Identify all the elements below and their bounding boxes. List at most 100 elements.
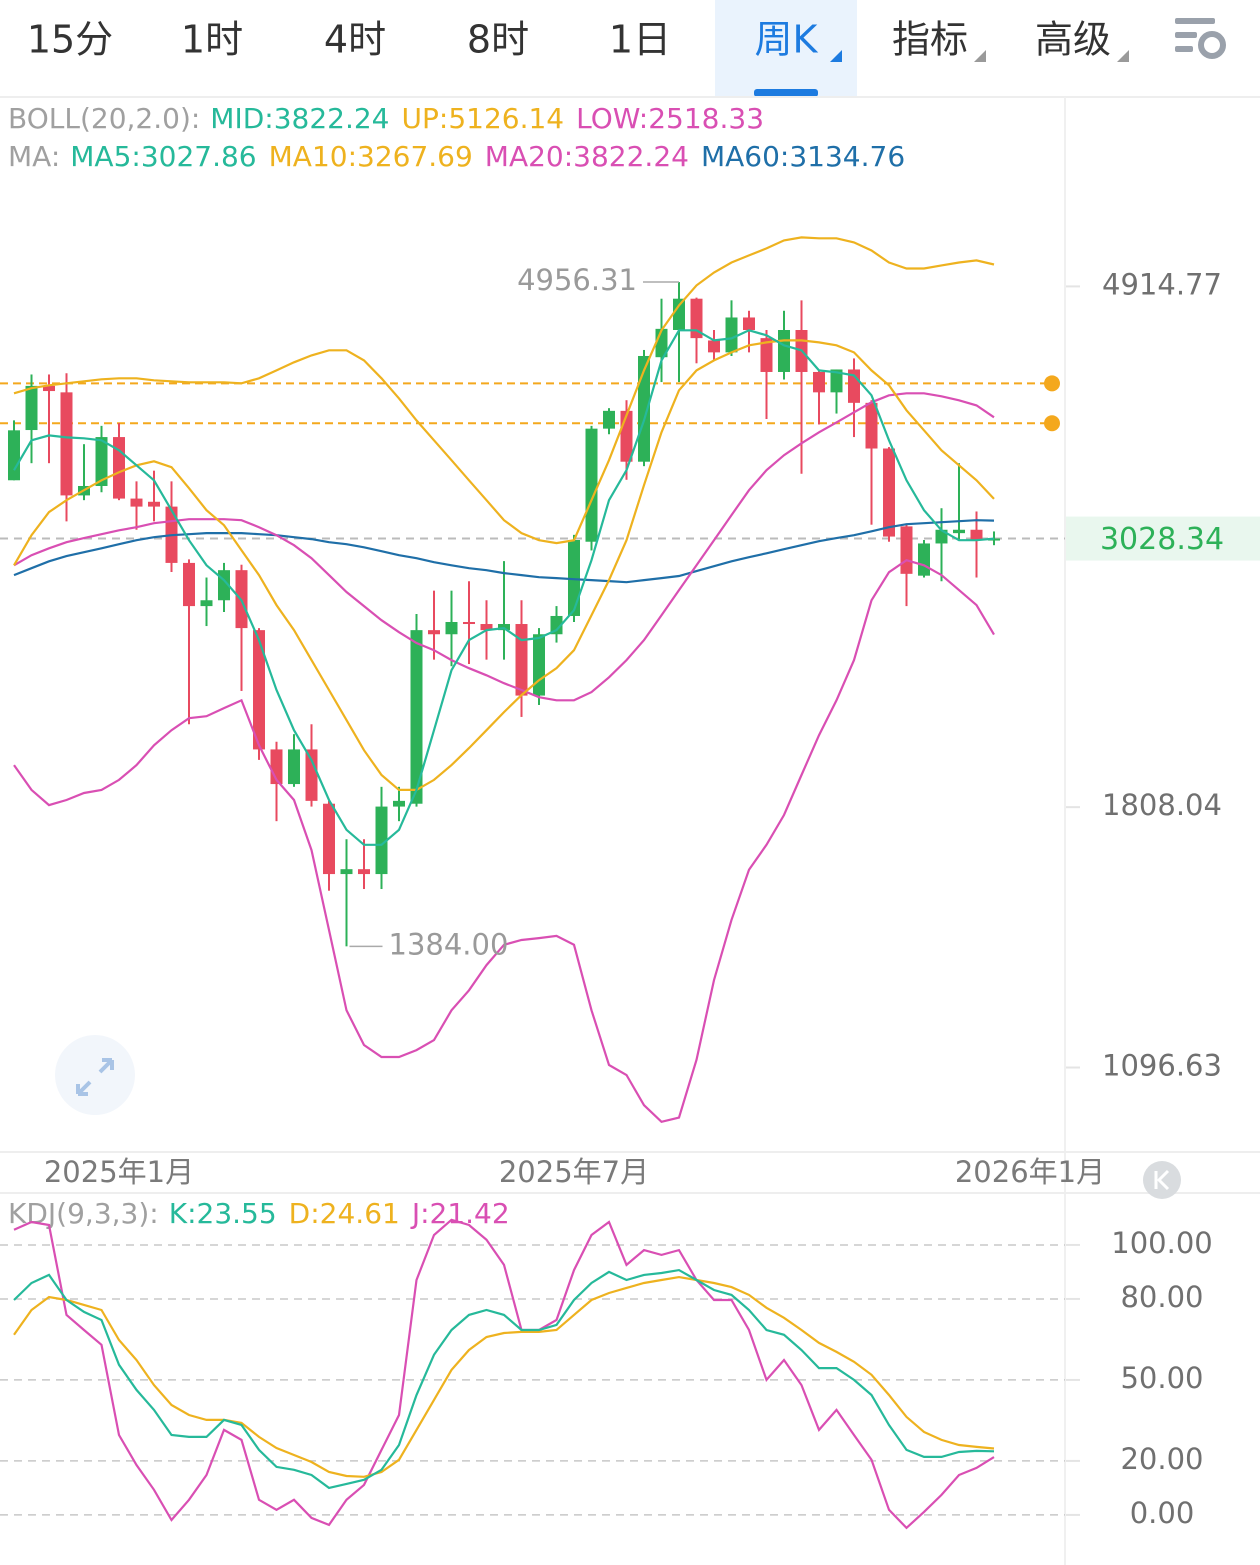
legend-item: MA60:3134.76 (701, 140, 905, 173)
candle-body (393, 800, 405, 807)
tab[interactable]: 周K (715, 0, 857, 97)
kdj-line (13, 1275, 995, 1478)
legend-label: MA: (8, 140, 60, 173)
last-price-bg (1066, 516, 1260, 561)
tab-indicator (754, 89, 818, 97)
candle-body (113, 437, 125, 499)
tab-label: 指标 (892, 18, 968, 62)
price-line-handle (1044, 415, 1060, 432)
candle-body (8, 430, 20, 481)
candle-body (690, 298, 703, 339)
candle-body (305, 749, 318, 801)
icon-bar (1175, 18, 1215, 24)
dropdown-arrow (974, 50, 986, 62)
tab-label: 周K (755, 18, 819, 62)
candle-body (708, 340, 720, 353)
y-tick-label: 50.00 (1120, 1361, 1203, 1395)
candle-body (130, 498, 143, 507)
dropdown-arrow (830, 50, 842, 62)
tab-bar: 15分 1时 4时 8时 1日 周K 指标 高级 (27, 0, 1129, 97)
plot: BOLL(20,2.0): MID:3822.24 UP:5126.14 LOW:25… (0, 102, 1260, 1530)
tab[interactable]: 15分 (27, 18, 113, 62)
candle-body (865, 402, 878, 449)
candle-body (883, 448, 895, 537)
candle-body (60, 392, 73, 496)
tab[interactable]: 1日 (609, 18, 671, 62)
candle-body (463, 621, 475, 625)
tab-label: 1时 (181, 18, 243, 62)
candle-body (778, 330, 790, 372)
candle-body (200, 600, 213, 607)
candle-body (445, 621, 458, 635)
y-tick-label: 100.00 (1111, 1226, 1212, 1260)
tab[interactable]: 1时 (181, 18, 243, 62)
candle-body (358, 869, 370, 875)
indicator-line (13, 519, 995, 584)
candle-body (743, 317, 755, 331)
candle-body (585, 428, 598, 542)
tab-active-bg (715, 0, 857, 96)
y-tick-label: 20.00 (1120, 1442, 1203, 1476)
candle-body (375, 806, 388, 875)
x-tick-label: 2026年1月 (955, 1155, 1105, 1189)
back-button[interactable] (1143, 1161, 1181, 1199)
indicator-line (13, 329, 995, 846)
candle-body (515, 624, 528, 696)
candle-body (25, 385, 38, 431)
icon-bar (1175, 46, 1193, 52)
kdj-line (13, 1268, 995, 1490)
candle-body (340, 869, 353, 875)
candle-body (323, 803, 335, 875)
icon-bar (1175, 32, 1197, 38)
tab[interactable]: 8时 (467, 18, 529, 62)
last-price-label: 3028.34 (1100, 522, 1224, 557)
candle-body (620, 410, 633, 462)
tab[interactable]: 4时 (324, 18, 386, 62)
button-bg (55, 1035, 135, 1115)
candle-body (638, 355, 650, 462)
candle-body (568, 539, 580, 616)
tab-label: 15分 (27, 18, 113, 62)
candle-body (428, 630, 440, 635)
x-tick-label: 2025年1月 (44, 1155, 194, 1189)
candle-body (183, 562, 195, 607)
candle-body (550, 615, 563, 635)
kdj-line (13, 1218, 995, 1530)
button-bg (1143, 1161, 1181, 1199)
candle-body (953, 529, 965, 534)
legend-item: J:21.42 (410, 1197, 510, 1230)
legend-item: UP:5126.14 (402, 102, 565, 135)
candle-body (533, 634, 545, 696)
candle-body (288, 749, 300, 785)
y-tick-label: 80.00 (1120, 1280, 1203, 1314)
price-line-handle (1044, 375, 1060, 392)
tab-label: 高级 (1035, 18, 1111, 62)
expand-button[interactable] (55, 1035, 135, 1115)
candle-body (830, 369, 843, 393)
tab-label: 4时 (324, 18, 386, 62)
tab[interactable]: 高级 (1035, 18, 1129, 63)
indicator-line (13, 558, 995, 1124)
x-tick-label: 2025年7月 (499, 1155, 649, 1189)
settings-icon[interactable] (1175, 18, 1226, 59)
candle-body (43, 385, 55, 392)
candle-body (410, 630, 423, 804)
legend-item: D:24.61 (289, 1197, 400, 1230)
y-tick-label: 1808.04 (1102, 788, 1222, 822)
legend-item: MA20:3822.24 (485, 140, 689, 173)
icon-gear (1198, 31, 1226, 59)
legend-item: MA5:3027.86 (70, 140, 256, 173)
candle-body (970, 529, 983, 540)
candle-body (760, 338, 773, 372)
candle-body (900, 526, 913, 574)
tab-label: 8时 (467, 18, 529, 62)
max-label: 4956.31 (517, 263, 637, 297)
candle-body (148, 501, 160, 507)
tab[interactable]: 指标 (892, 18, 986, 63)
legend-item: MA10:3267.69 (269, 140, 473, 173)
min-label: 1384.00 (389, 927, 509, 961)
candle-body (673, 298, 685, 331)
candle-body (253, 630, 265, 750)
